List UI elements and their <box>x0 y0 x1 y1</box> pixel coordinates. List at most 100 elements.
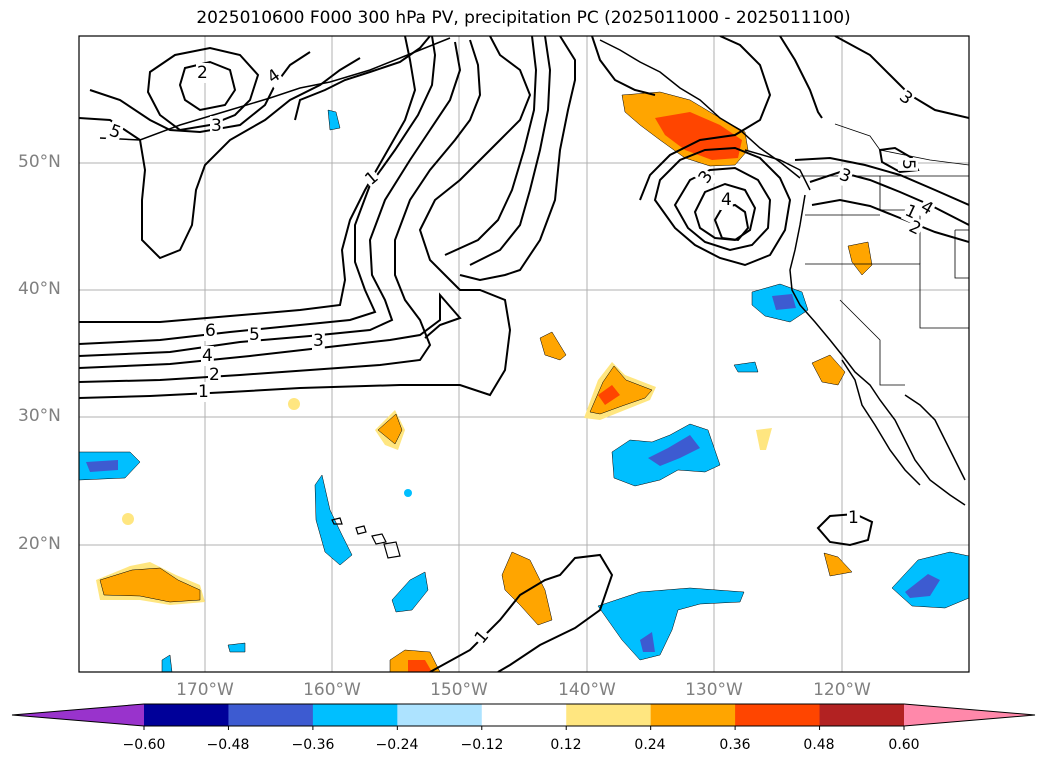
precip-blob-south-2b <box>408 660 432 672</box>
coast-us-west <box>789 194 966 506</box>
colorbar-bin <box>397 704 483 726</box>
colorbar-tick-label: −0.60 <box>122 737 166 753</box>
pv-contour-2-west <box>178 60 237 112</box>
colorbar-bin <box>481 704 567 726</box>
colorbar-bin <box>144 704 229 726</box>
map-title: 2025010600 F000 300 hPa PV, precipitatio… <box>196 8 851 28</box>
pv-contour-east-4 <box>794 156 969 206</box>
precip-neg-small-2 <box>227 642 246 653</box>
precip-neg-hawaii-s <box>391 571 429 613</box>
colorbar-bin <box>312 704 398 726</box>
colorbar-tick-label: −0.48 <box>206 737 250 753</box>
contour-label: 4 <box>721 190 732 210</box>
contour-label-bg <box>105 120 125 144</box>
contour-label-bg <box>900 200 921 224</box>
contour-label-bg <box>196 63 209 83</box>
precip-neg-south-core <box>640 632 655 652</box>
lat-label: 40°N <box>18 279 61 299</box>
precip-blob-mid-2 <box>539 331 567 361</box>
lon-label: 130°W <box>685 680 743 700</box>
contour-label-bg <box>898 158 918 171</box>
precip-blob-sw-b <box>99 567 201 603</box>
contour-label-bg <box>470 625 494 649</box>
colorbar-tick-label: 0.36 <box>719 737 751 753</box>
lon-label: 150°W <box>430 680 488 700</box>
colorbar-tick-label: 0.24 <box>634 737 666 753</box>
contour-label-bg <box>201 346 214 366</box>
contour-label-bg <box>197 382 210 402</box>
precip-blob-baja <box>811 354 846 386</box>
pv-contour-north-3 <box>834 36 969 119</box>
contour-label-bg <box>847 508 860 528</box>
pv-contour-labels: 2 3 4 5 1 6 5 4 3 2 1 3 4 3 5 4 3 2 1 1 … <box>105 63 938 649</box>
contour-label-bg <box>248 325 261 345</box>
hawaii-islands <box>331 517 401 559</box>
pv-contour-1-east <box>816 512 874 547</box>
contour-label: 1 <box>848 508 859 528</box>
precip-negative-regions <box>79 109 969 672</box>
pv-contour-1-main <box>79 36 532 399</box>
colorbar-bin <box>228 704 314 726</box>
pv-contour-5-west <box>79 57 361 260</box>
colorbar-tick-label: 0.60 <box>888 737 920 753</box>
coast-mexico <box>904 394 966 481</box>
pv-contour-gulf-1 <box>591 36 656 96</box>
colorbar-tick-label: −0.24 <box>375 737 419 753</box>
contour-label-bg <box>720 190 733 210</box>
pv-contour-1-north <box>294 36 431 121</box>
contour-label: 5 <box>249 325 260 345</box>
colorbar <box>11 703 1036 730</box>
contour-label: 2 <box>197 63 208 83</box>
lon-label: 170°W <box>176 680 234 700</box>
contour-label-bg <box>694 166 718 189</box>
pv-contour-2 <box>79 39 482 383</box>
lat-label: 50°N <box>18 152 61 172</box>
colorbar-tick-label: −0.36 <box>291 737 335 753</box>
lon-label: 160°W <box>303 680 361 700</box>
lon-label: 120°W <box>813 680 871 700</box>
contour-label-bg <box>360 166 384 191</box>
contour-label: 4 <box>202 346 213 366</box>
precip-blob-mid-4 <box>756 428 772 450</box>
colorbar-bin <box>819 704 905 726</box>
contour-label-bg <box>208 365 221 385</box>
contour-label-bg <box>904 216 925 240</box>
pv-contour-north-4 <box>779 36 823 119</box>
contour-label-bg <box>916 196 938 220</box>
colorbar-extend-min <box>12 704 144 726</box>
precip-blob-south-1 <box>501 551 553 626</box>
lon-label: 140°W <box>558 680 616 700</box>
pv-contour-5b <box>469 36 552 266</box>
pv-contour-1-south <box>429 553 614 672</box>
colorbar-extend-max <box>904 704 1035 726</box>
contour-label-bg <box>204 321 217 341</box>
lat-label: 30°N <box>18 406 61 426</box>
precip-blob-mid-1c <box>598 385 620 405</box>
plot-frame <box>78 35 970 673</box>
precip-neg-south <box>597 587 745 661</box>
precip-dot-1 <box>288 398 300 410</box>
contour-label-bg <box>312 331 325 351</box>
precip-neg-small-1 <box>733 361 759 373</box>
coast-vancouver <box>744 149 811 191</box>
precip-neg-central-core <box>648 435 700 466</box>
precip-neg-gulf <box>327 109 341 131</box>
contour-label-bg <box>894 86 918 110</box>
contour-label: 2 <box>209 365 220 385</box>
pv-contour-3-west <box>146 46 260 132</box>
pv-contour-6 <box>79 36 417 323</box>
precip-blob-south-3 <box>823 552 853 577</box>
precip-blob-mid-3b <box>377 413 403 445</box>
contour-label-bg <box>210 116 223 136</box>
colorbar-bin <box>650 704 736 726</box>
colorbar-tick-label: 0.12 <box>550 737 582 753</box>
pv-contour-6b <box>459 36 576 282</box>
pv-contour-cutoff-3 <box>693 182 757 242</box>
pv-contour-4b <box>444 36 538 256</box>
contour-label: 3 <box>211 116 222 136</box>
colorbar-tick-label: 0.48 <box>803 737 835 753</box>
contour-label-bg <box>835 164 855 188</box>
contour-label: 6 <box>205 321 216 341</box>
pv-contour-3 <box>79 292 462 369</box>
